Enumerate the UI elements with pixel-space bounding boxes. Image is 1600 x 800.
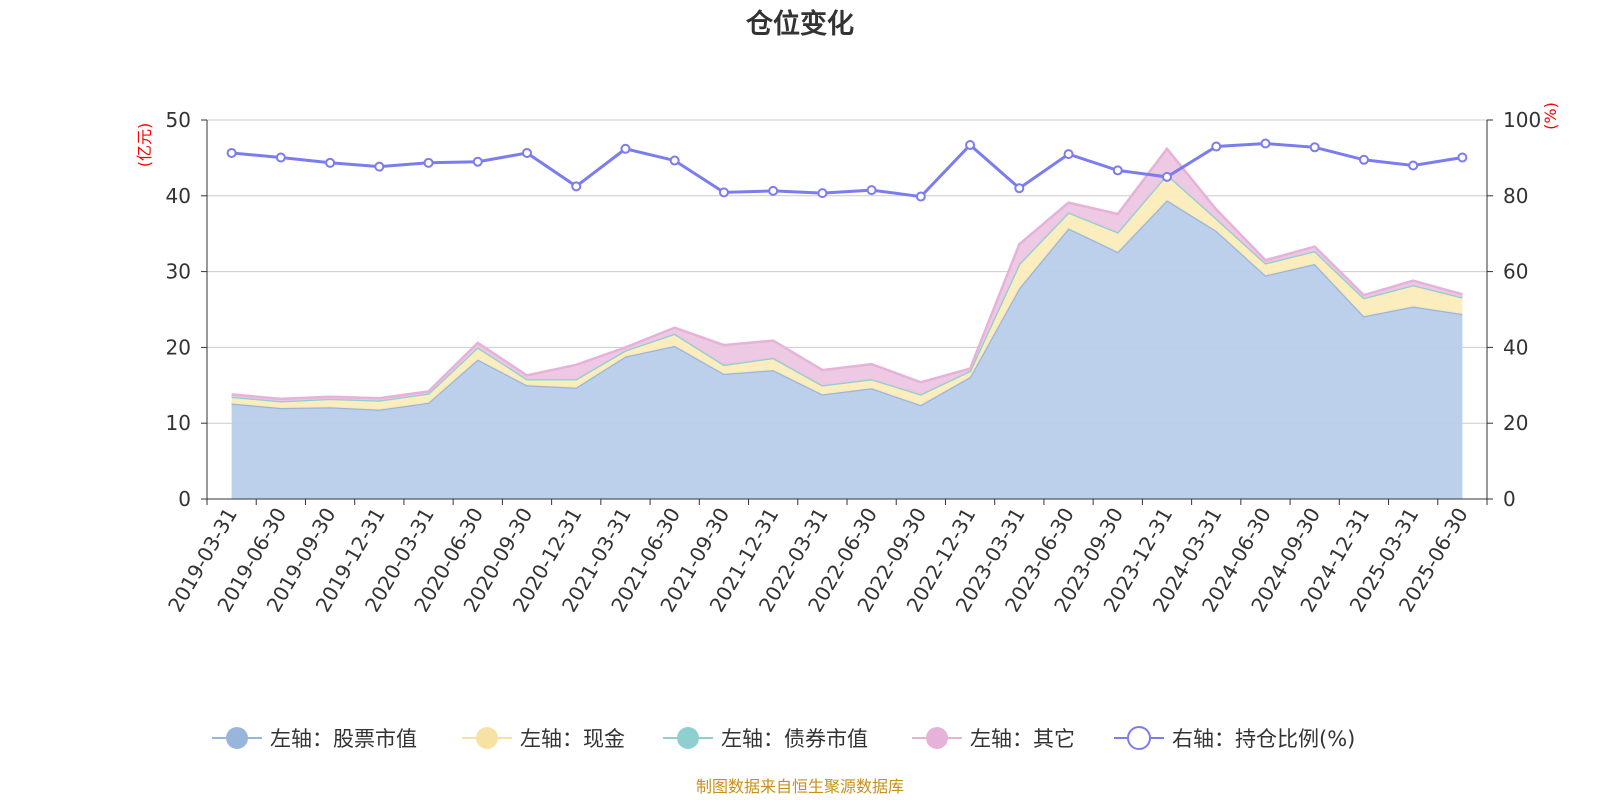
data-point — [915, 191, 926, 202]
area-edge-左轴：其它 — [231, 146, 1463, 401]
axes: 0 0 10 20 20 40 30 60 40 80 50 100 — [166, 108, 1542, 511]
left-tick-label: 40 — [166, 184, 191, 208]
data-point — [1260, 138, 1271, 149]
right-tick-label: 100 — [1503, 108, 1541, 132]
data-point — [472, 156, 483, 167]
data-point — [1162, 171, 1172, 182]
legend-marker — [226, 727, 248, 749]
data-point — [275, 152, 286, 163]
chart-title: 仓位变化 — [745, 8, 854, 40]
data-point — [1112, 165, 1123, 176]
legend-marker — [1127, 726, 1151, 750]
data-point — [1358, 154, 1369, 165]
legend: 左轴：股票市值 左轴：现金 左轴：债券市值 左轴：其它 右轴：持仓比例(%) — [212, 726, 1355, 751]
left-tick-label: 50 — [166, 108, 191, 132]
legend-label: 左轴：股票市值 — [270, 727, 417, 751]
area-左轴：股票市值 — [231, 200, 1463, 500]
legend-label: 右轴：持仓比例(%) — [1172, 727, 1355, 751]
data-source-note: 制图数据来自恒生聚源数据库 — [696, 777, 904, 796]
x-tick-labels: 2019-03-312019-06-302019-09-302019-12-31… — [163, 504, 1473, 617]
left-axis-unit: (亿元) — [135, 123, 154, 168]
line-右轴：持仓比例(%) — [231, 141, 1463, 199]
data-point — [817, 188, 828, 199]
data-point — [965, 140, 976, 151]
right-tick-label: 80 — [1503, 184, 1528, 208]
data-point — [768, 185, 779, 196]
data-point — [669, 155, 680, 166]
left-tick-label: 30 — [166, 260, 191, 284]
legend-marker — [677, 727, 699, 749]
stacked-areas — [231, 146, 1463, 500]
data-point — [1309, 142, 1320, 153]
right-tick-label: 20 — [1503, 411, 1528, 435]
data-point — [325, 157, 336, 168]
data-point — [866, 185, 877, 196]
data-point — [1408, 160, 1419, 171]
data-point — [718, 187, 729, 198]
data-point — [423, 157, 434, 168]
legend-marker — [926, 727, 948, 749]
left-tick-label: 10 — [166, 411, 191, 435]
data-point — [374, 161, 385, 172]
legend-label: 左轴：现金 — [520, 727, 625, 751]
left-tick-label: 20 — [166, 335, 191, 359]
legend-label: 左轴：债券市值 — [721, 727, 868, 751]
right-tick-label: 40 — [1503, 335, 1528, 359]
series-lines — [226, 138, 1468, 202]
data-point — [1014, 183, 1025, 194]
data-point — [1457, 152, 1468, 163]
data-point — [226, 147, 237, 158]
data-point — [1211, 141, 1222, 152]
data-point — [571, 181, 582, 192]
legend-label: 左轴：其它 — [970, 727, 1075, 751]
right-tick-label: 60 — [1503, 260, 1528, 284]
legend-marker — [476, 727, 498, 749]
data-point — [522, 147, 532, 158]
data-point — [1063, 149, 1074, 160]
data-point — [620, 143, 631, 154]
left-tick-label: 0 — [178, 487, 191, 511]
right-tick-label: 0 — [1503, 487, 1516, 511]
right-axis-unit: (%) — [1541, 102, 1560, 130]
